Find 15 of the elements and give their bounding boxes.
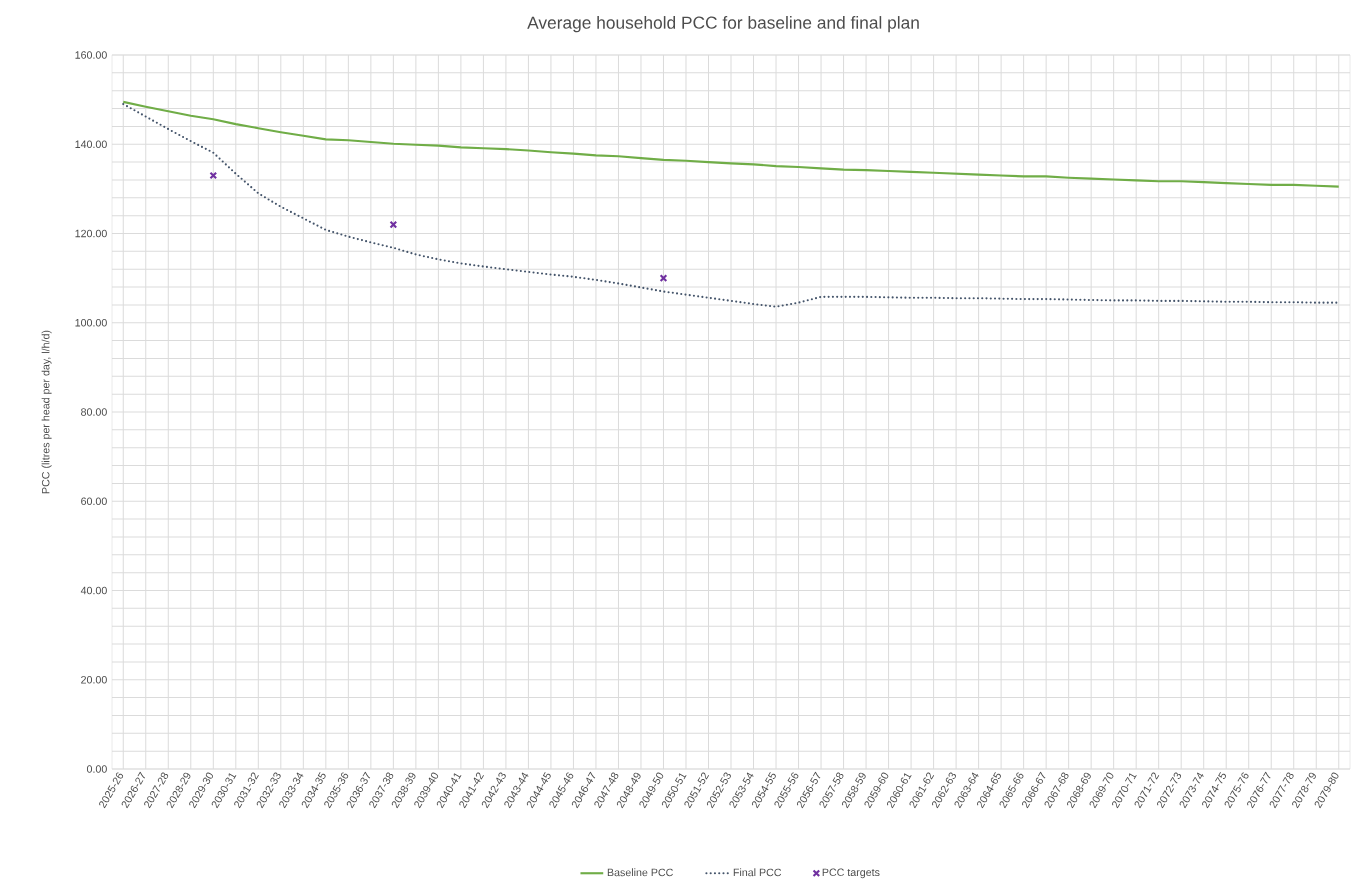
point [659,274,668,283]
y-tick-label: 20.00 [81,675,107,684]
y-tick-label: 60.00 [81,497,107,506]
y-axis-title: PCC (litres per head per day, l/h/d) [41,330,52,494]
y-tick-label: 100.00 [75,318,107,327]
legend-label: Final PCC [733,868,782,877]
legend-label: Baseline PCC [607,868,673,877]
chart-title: Average household PCC for baseline and final plan [527,16,919,33]
y-tick-label: 80.00 [81,408,107,416]
y-tick-label: 160.00 [75,51,107,59]
legend-label: PCC targets [822,868,880,879]
y-tick-label: 0.00 [86,765,107,773]
y-tick-label: 120.00 [75,229,107,238]
y-tick-label: 40.00 [80,586,107,595]
y-tick-label: 140.00 [75,140,107,149]
